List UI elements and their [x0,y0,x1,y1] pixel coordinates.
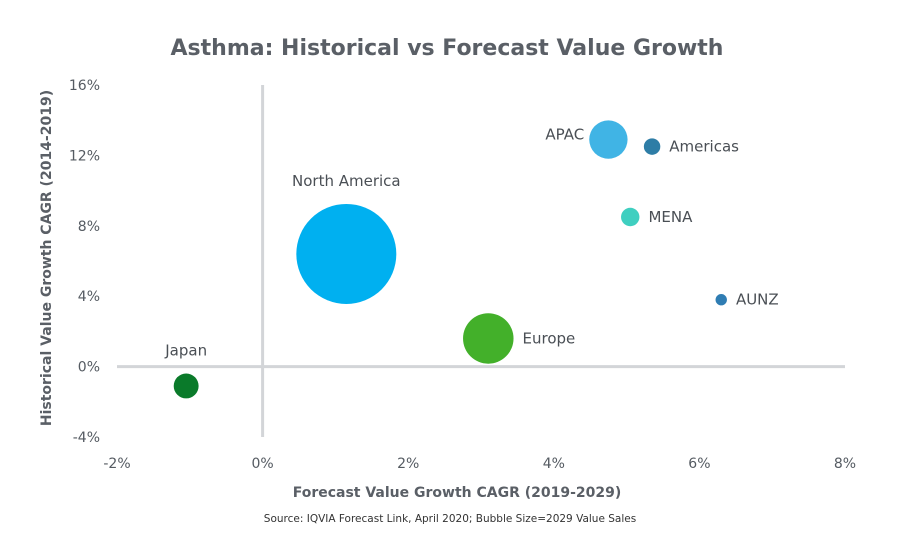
bubble-label-apac: APAC [545,126,584,144]
bubbles [173,120,727,399]
bubble-label-mena: MENA [648,208,693,226]
chart-title: Asthma: Historical vs Forecast Value Gro… [171,36,724,61]
y-tick-label: 8% [78,219,100,235]
y-tick-label: 4% [78,289,100,305]
bubble-mena [621,207,640,227]
y-tick-labels: -4% 0% 4% 8% 12% 16% [69,78,100,446]
bubble-aunz [715,294,727,306]
x-tick-label: 0% [251,456,273,472]
bubble-europe [463,313,514,364]
bubble-labels: North America Europe APAC Americas MENA AUNZ J… [164,126,778,360]
bubble-label-japan: Japan [164,342,207,360]
x-axis-title: Forecast Value Growth CAGR (2019-2029) [293,485,622,501]
x-tick-label: 8% [834,456,856,472]
x-tick-label: 2% [397,456,419,472]
axes-lines [117,85,845,437]
y-tick-label: 12% [69,148,100,164]
y-axis-title: Historical Value Growth CAGR (2014-2019) [39,90,55,426]
bubble-apac [589,120,628,159]
y-tick-label: 0% [78,360,100,376]
bubble-label-europe: Europe [523,329,576,347]
bubble-label-americas: Americas [669,138,739,156]
bubble-label-north-america: North America [292,172,401,190]
y-tick-label: 16% [69,78,100,94]
bubble-japan [173,373,199,399]
bubble-americas [643,138,661,155]
x-tick-labels: -2% 0% 2% 4% 6% 8% [103,456,856,472]
source-note: Source: IQVIA Forecast Link, April 2020;… [264,513,636,525]
x-tick-label: 4% [543,456,565,472]
bubble-north-america [296,203,397,304]
y-tick-label: -4% [73,430,100,446]
bubble-label-aunz: AUNZ [736,291,779,309]
x-tick-label: -2% [103,456,130,472]
x-tick-label: 6% [688,456,710,472]
